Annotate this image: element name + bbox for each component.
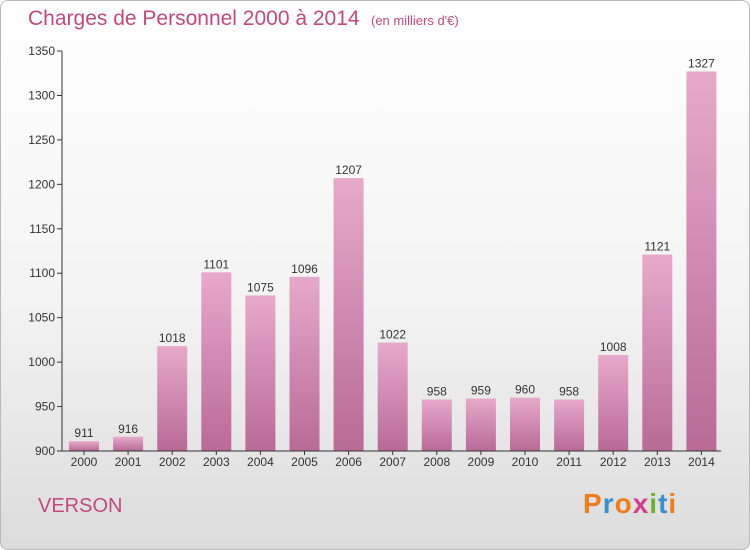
bar-value-label: 1327: [688, 56, 715, 70]
y-tick-label: 1100: [29, 266, 55, 280]
bar-value-label: 958: [559, 384, 579, 398]
bar: [333, 178, 364, 451]
x-tick-label: 2005: [291, 455, 318, 469]
x-tick-label: 2012: [600, 455, 627, 469]
y-tick-label: 1300: [28, 88, 55, 102]
x-tick-label: 2008: [423, 455, 450, 469]
x-tick-label: 2000: [71, 455, 98, 469]
bar: [113, 436, 144, 451]
x-tick-label: 2009: [468, 455, 495, 469]
bar: [642, 254, 673, 451]
bar: [686, 71, 717, 451]
bar: [377, 342, 408, 451]
y-tick-label: 1200: [28, 177, 55, 191]
x-tick-label: 2007: [379, 455, 406, 469]
x-tick-label: 2011: [556, 455, 582, 469]
bar-value-label: 959: [471, 384, 491, 398]
y-tick-label: 1250: [28, 133, 55, 147]
x-tick-label: 2006: [335, 455, 362, 469]
bar: [421, 399, 452, 451]
bar: [510, 397, 540, 451]
proxiti-logo: Proxiti: [583, 488, 677, 520]
y-tick-label: 1150: [29, 222, 55, 236]
bar: [69, 441, 99, 451]
bar-value-label: 1207: [335, 163, 362, 177]
x-tick-label: 2002: [159, 455, 186, 469]
bar-value-label: 960: [515, 383, 535, 397]
bar: [157, 346, 188, 451]
x-tick-label: 2004: [247, 455, 274, 469]
logo-letter: P: [583, 488, 603, 519]
bar-value-label: 1101: [203, 257, 229, 271]
bar-value-label: 911: [74, 426, 93, 440]
bar-value-label: 958: [427, 384, 447, 398]
bars: 911 916 1018 1101 1075 1096 1207 1022 958 959 960 9…: [69, 56, 717, 451]
y-tick-label: 900: [35, 444, 55, 458]
commune-name: VERSON: [38, 495, 123, 517]
logo-letter: t: [658, 488, 669, 519]
logo-letter: i: [649, 488, 659, 519]
bar-value-label: 1022: [379, 328, 406, 342]
bar: [554, 399, 585, 451]
x-tick-label: 2001: [115, 455, 142, 469]
x-tick-label: 2010: [512, 455, 539, 469]
bar-value-label: 1018: [159, 331, 186, 345]
x-tick-label: 2003: [203, 455, 230, 469]
y-tick-label: 950: [35, 400, 55, 414]
x-tick-label: 2014: [688, 455, 715, 469]
logo-letter: x: [632, 488, 650, 519]
bar: [289, 276, 320, 451]
logo-letter: o: [614, 488, 633, 519]
bar-value-label: 1075: [247, 280, 274, 294]
logo-letter: r: [602, 488, 615, 519]
logo-letter: i: [668, 488, 678, 519]
y-tick-label: 1000: [28, 355, 55, 369]
bar: [598, 355, 629, 451]
bar: [465, 398, 496, 451]
x-axis: 2000 2001 2002 2003 2004 2005 2006 2007 2008 2009…: [62, 450, 721, 469]
y-tick-label: 1350: [28, 44, 55, 58]
bar-value-label: 1121: [644, 240, 670, 254]
y-tick-label: 1050: [28, 311, 55, 325]
bar-value-label: 1096: [291, 262, 318, 276]
y-axis: 900 950 1000 1050 1100 1150 1200 1250 1300 1350: [28, 44, 63, 458]
x-tick-label: 2013: [644, 455, 671, 469]
chart-title: Charges de Personnel 2000 à 2014: [28, 7, 360, 30]
bar: [201, 272, 232, 451]
bar-value-label: 1008: [600, 340, 627, 354]
bar-value-label: 916: [118, 422, 138, 436]
bar: [245, 295, 276, 451]
chart-subtitle: (en milliers d'€): [371, 13, 459, 28]
